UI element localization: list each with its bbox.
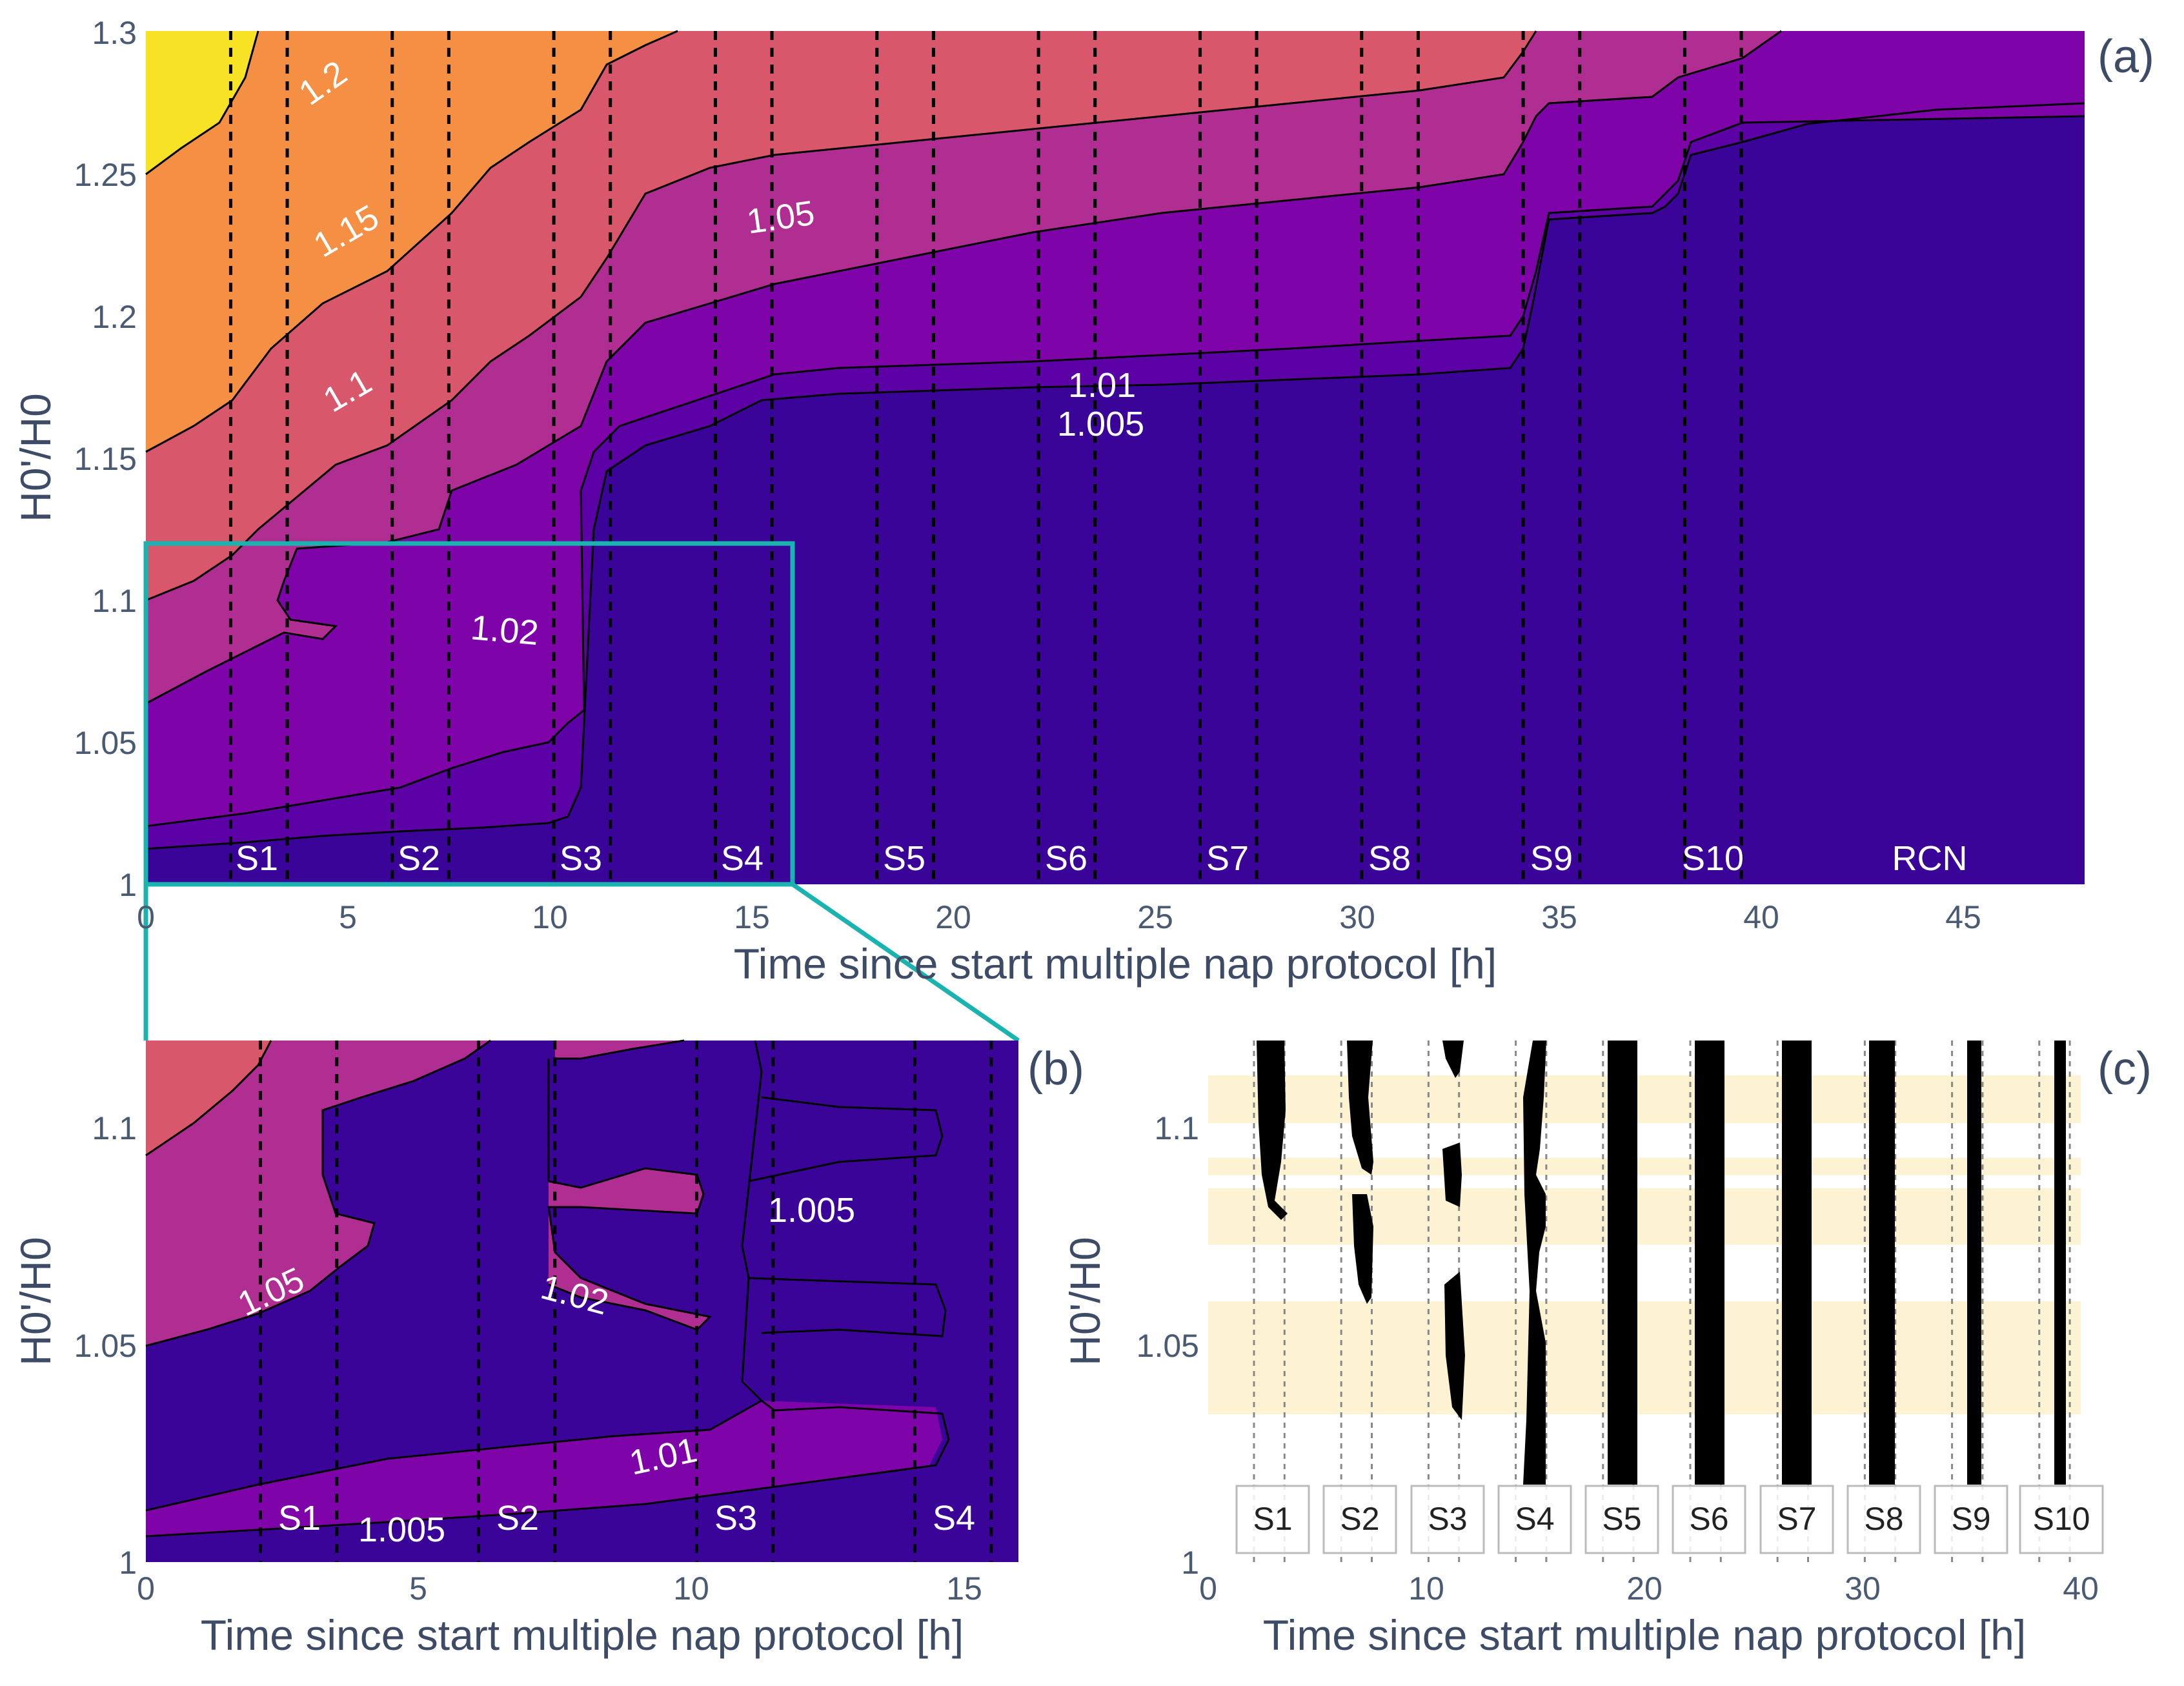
session-label-c-s1: S1: [1253, 1501, 1292, 1537]
session-label-a-s8: S8: [1368, 839, 1411, 878]
session-label-a-s3: S3: [560, 839, 602, 878]
panel-a-xtick-10: 10: [532, 899, 568, 935]
session-label-c-s4: S4: [1515, 1501, 1554, 1537]
panel-c-band-1: [1208, 1188, 2081, 1245]
panel-b-xtick-5: 5: [409, 1570, 427, 1607]
panel-a-contour-4: [146, 31, 1536, 600]
session-label-c-s7: S7: [1777, 1501, 1816, 1537]
panel-a-xtick-35: 35: [1541, 899, 1577, 935]
panel-b-contour-4: [146, 1041, 710, 1346]
panel-a-contour-5: [146, 31, 678, 452]
panel-a-xtick-15: 15: [734, 899, 770, 935]
session-label-a-s1: S1: [236, 839, 278, 878]
panel-c-session-boxes: [1235, 1485, 2104, 1554]
panel-a-contour-label-1.01: 1.01: [1068, 366, 1136, 405]
panel-a-ytick-1.05: 1.05: [74, 725, 137, 761]
session-label-a-s5: S5: [883, 839, 925, 878]
panel-b-tag: (b): [1027, 1043, 1084, 1095]
panel-a-xtick-25: 25: [1137, 899, 1173, 935]
session-label-c-s2: S2: [1340, 1501, 1379, 1537]
panel-b-contour-label-1.005-bottom: 1.005: [358, 1510, 445, 1549]
panel-a-contour-label-1.005: 1.005: [1057, 405, 1144, 443]
zoom-connector-right: [791, 882, 1020, 1042]
panel-a-tag: (a): [2098, 31, 2154, 83]
session-label-a-s7: S7: [1206, 839, 1249, 878]
session-label-a-s9: S9: [1530, 839, 1573, 878]
panel-a-contour-label-1.05: 1.05: [744, 194, 816, 241]
panel-b-contour-label-1.005-top: 1.005: [768, 1191, 855, 1230]
panel-c-xtick-10: 10: [1408, 1570, 1444, 1607]
session-label-c-s9: S9: [1951, 1501, 1990, 1537]
session-label-c-s8: S8: [1864, 1501, 1903, 1537]
panel-a-xtick-45: 45: [1945, 899, 1981, 935]
panel-b-nap-lines: [258, 1041, 993, 1562]
panel-a-contour-lines: [145, 30, 2085, 850]
panel-a-ytick-1.15: 1.15: [74, 441, 137, 477]
panel-a-ytick-1: 1: [119, 867, 137, 903]
panel-a-nap-lines: [228, 31, 1743, 884]
panel-c-ytick-1.1: 1.1: [1154, 1110, 1199, 1146]
panel-a-ytick-1.1: 1.1: [92, 583, 137, 619]
panel-c-band-0: [1208, 1301, 2081, 1415]
session-label-a-rcn: RCN: [1892, 839, 1968, 878]
panel-c-xtick-40: 40: [2063, 1570, 2099, 1607]
panel-b-contour-lines: [145, 1039, 950, 1538]
session-label-c-s3: S3: [1428, 1501, 1467, 1537]
panel-b-ytick-1.1: 1.1: [92, 1110, 137, 1146]
panel-c-ylabel: H0'/H0: [1061, 1237, 1109, 1366]
panel-a-ytick-1.3: 1.3: [92, 15, 137, 51]
session-label-a-s2: S2: [398, 839, 440, 878]
session-label-c-s10: S10: [2033, 1501, 2090, 1537]
panel-c-ytick-1.05: 1.05: [1137, 1328, 1199, 1364]
session-label-b-s4: S4: [933, 1499, 975, 1538]
session-label-b-s2: S2: [496, 1499, 539, 1538]
session-label-b-s1: S1: [278, 1499, 321, 1538]
panel-b-xtick-0: 0: [137, 1570, 155, 1607]
panel-c-black-regions: [1257, 1041, 2066, 1485]
panel-a-ytick-1.2: 1.2: [92, 299, 137, 335]
panel-b-ytick-1.05: 1.05: [74, 1328, 137, 1364]
panel-a-xtick-40: 40: [1743, 899, 1779, 935]
panel-a-xtick-0: 0: [137, 899, 155, 935]
panel-b-contour-5: [146, 1041, 271, 1155]
session-label-a-s10: S10: [1682, 839, 1744, 878]
panel-a-contour-label-1.02: 1.02: [469, 608, 540, 653]
panel-c-xtick-0: 0: [1199, 1570, 1217, 1607]
panel-a-xlabel: Time since start multiple nap protocol […: [734, 940, 1497, 988]
panel-b-ytick-1: 1: [119, 1545, 137, 1581]
session-label-c-s5: S5: [1602, 1501, 1641, 1537]
panel-c-ytick-1: 1: [1181, 1545, 1199, 1581]
zoom-box: [143, 541, 795, 887]
panel-a: 1.2 1.15 1.1 1.05 1.02 1.01 1.005 S1 S2 …: [12, 15, 2154, 1042]
panel-a-ylabel: H0'/H0: [12, 393, 59, 522]
panel-c-xlabel: Time since start multiple nap protocol […: [1263, 1611, 2026, 1659]
panel-b-xlabel: Time since start multiple nap protocol […: [201, 1611, 964, 1659]
panel-b: 1.05 1.02 1.005 1.01 1.005 S1 S2 S3 S4 0…: [12, 1039, 1084, 1659]
panel-c-tag: (c): [2098, 1043, 2152, 1095]
session-label-a-s6: S6: [1045, 839, 1087, 878]
panel-b-ylabel: H0'/H0: [12, 1237, 59, 1366]
panel-a-xtick-5: 5: [339, 899, 357, 935]
session-label-a-s4: S4: [721, 839, 763, 878]
panel-b-xtick-10: 10: [673, 1570, 709, 1607]
panel-c-band-3: [1208, 1075, 2081, 1123]
panel-a-ytick-1.25: 1.25: [74, 157, 137, 193]
panel-c-band-2: [1208, 1157, 2081, 1175]
panel-a-xtick-20: 20: [935, 899, 971, 935]
session-label-b-s3: S3: [714, 1499, 757, 1538]
panel-c-xtick-20: 20: [1626, 1570, 1663, 1607]
panel-c-xtick-30: 30: [1845, 1570, 1881, 1607]
panel-b-xtick-15: 15: [946, 1570, 982, 1607]
panel-a-xtick-30: 30: [1339, 899, 1375, 935]
panel-c: S1 S2 S3 S4 S5 S6 S7 S8 S9 S10 0 10 20 3…: [1061, 1041, 2152, 1659]
session-label-c-s6: S6: [1689, 1501, 1728, 1537]
